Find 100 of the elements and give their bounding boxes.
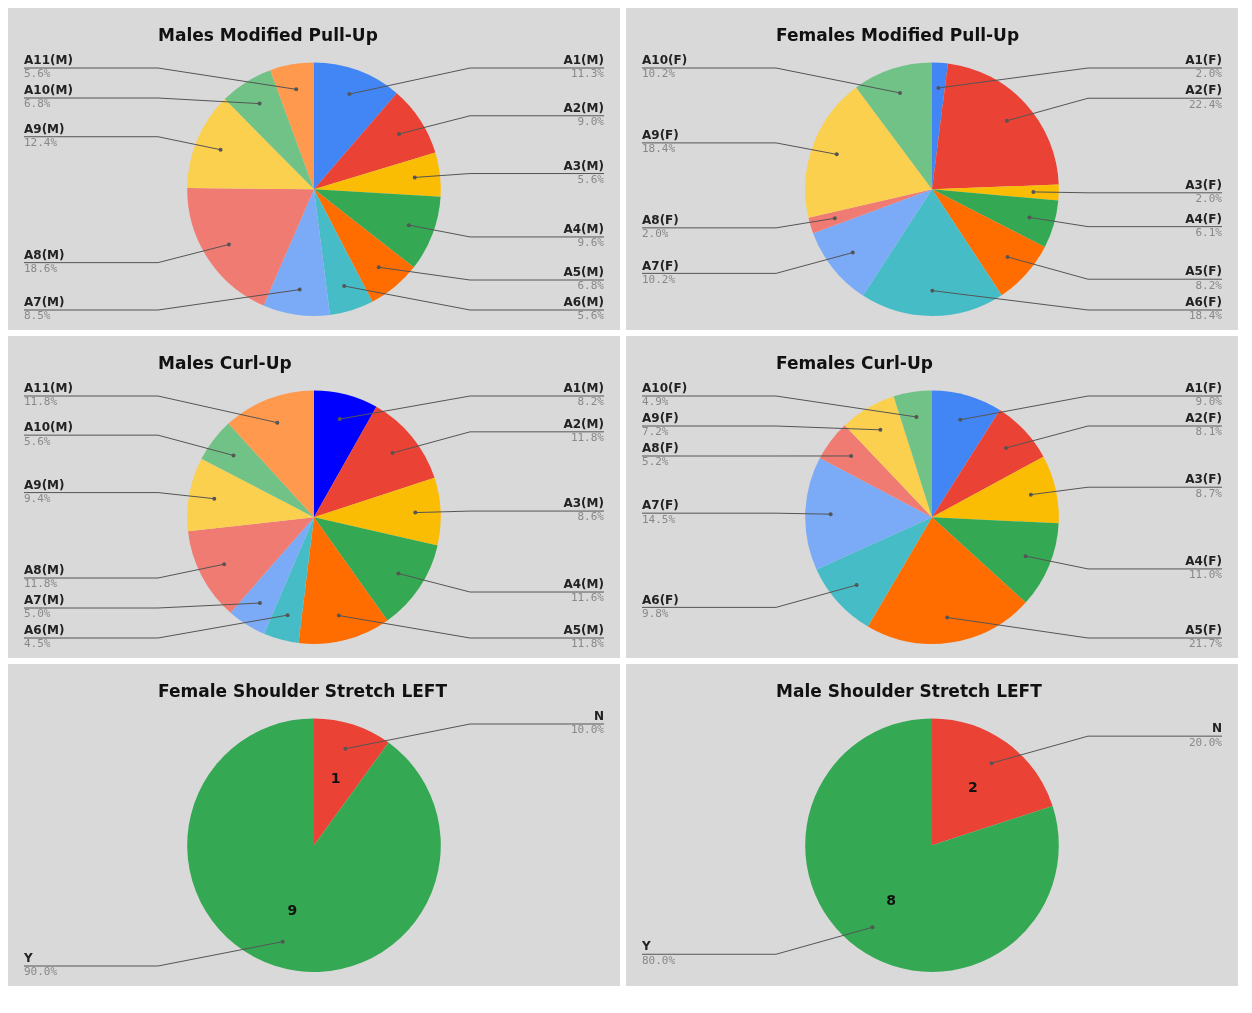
slice-label: A1(F) <box>1185 381 1222 396</box>
data-label: 5.6% <box>24 67 51 81</box>
data-label: 11.6% <box>570 591 605 605</box>
slice-label: A2(F) <box>1185 83 1222 98</box>
slice-label: A4(M) <box>563 222 604 237</box>
text: 9 <box>287 902 298 919</box>
data-label: 18.4% <box>642 142 676 156</box>
slice-label: A6(M) <box>563 295 604 310</box>
slice-label: A3(M) <box>563 158 604 173</box>
slice-label: A7(M) <box>24 593 65 608</box>
slice-label: A10(M) <box>24 420 73 435</box>
slice-label: A6(F) <box>1185 295 1222 310</box>
data-label: 7.2% <box>642 425 669 439</box>
data-label: 6.1% <box>1195 226 1223 239</box>
slice-label: A3(F) <box>1185 177 1222 192</box>
slice-label: A5(F) <box>1185 623 1222 638</box>
slice-label: A5(M) <box>563 623 604 638</box>
slice-label: A5(M) <box>563 265 604 280</box>
slice-label: A2(F) <box>1185 411 1222 426</box>
data-label: 11.8% <box>24 577 58 591</box>
data-label: 9.8% <box>642 606 669 620</box>
slice-label: A7(F) <box>642 498 679 513</box>
slice-label: A5(F) <box>1185 264 1222 279</box>
data-label: 2.0% <box>642 227 669 241</box>
slice-label: A7(M) <box>24 295 65 310</box>
slice-label: A1(F) <box>1185 53 1222 68</box>
slice-label: A4(F) <box>1185 554 1222 569</box>
slice-label: A4(M) <box>563 577 604 592</box>
data-label: 5.0% <box>24 607 51 621</box>
slice-label: A8(M) <box>24 563 65 578</box>
slice-label: A10(F) <box>642 53 688 68</box>
data-label: 9.4% <box>24 491 51 505</box>
text: 8 <box>886 892 896 909</box>
slice-label: A9(M) <box>24 477 65 492</box>
slice-label: A10(M) <box>24 83 73 98</box>
data-label: 2.0% <box>1195 67 1223 81</box>
text: 2 <box>968 779 978 796</box>
data-label: 5.2% <box>642 455 669 469</box>
chart-title: Female Shoulder Stretch LEFT <box>158 680 448 701</box>
data-label: 6.8% <box>577 279 605 293</box>
slice-label: A9(F) <box>642 411 679 426</box>
data-label: 8.6% <box>577 510 605 524</box>
slice-label: Y <box>23 951 33 966</box>
text: 1 <box>330 769 341 786</box>
slice-label: A3(M) <box>563 496 604 511</box>
slice-label: A1(M) <box>563 53 604 68</box>
data-label: 11.3% <box>570 67 605 81</box>
data-label: 9.0% <box>1195 395 1223 409</box>
data-label: 80.0% <box>642 953 676 967</box>
data-label: 6.8% <box>24 97 51 111</box>
data-label: 20.0% <box>1188 735 1223 749</box>
slice-label: A2(M) <box>563 100 604 115</box>
data-label: 5.6% <box>577 309 605 323</box>
slice-label: A4(F) <box>1185 211 1222 226</box>
data-label: 22.4% <box>1188 97 1223 111</box>
chart-title: Females Curl-Up <box>776 352 933 373</box>
data-label: 11.0% <box>1188 568 1223 582</box>
data-label: 11.8% <box>570 637 605 651</box>
slice-label: A6(F) <box>642 592 679 607</box>
slice-label: A8(F) <box>642 212 679 227</box>
data-label: 14.5% <box>642 512 676 526</box>
slice-label: A10(F) <box>642 381 688 396</box>
data-label: 11.8% <box>24 395 58 409</box>
data-label: 90.0% <box>24 965 58 979</box>
slice-label: A11(M) <box>24 53 73 68</box>
slice-label: A9(M) <box>24 121 65 136</box>
data-label: 8.5% <box>24 309 51 323</box>
slice-label: A11(M) <box>24 381 73 396</box>
slice-label: Y <box>641 939 651 954</box>
slice-label: A8(F) <box>642 441 679 456</box>
data-label: 2.0% <box>1195 192 1223 206</box>
data-label: 5.6% <box>577 172 605 186</box>
data-label: 18.6% <box>24 261 58 275</box>
data-label: 9.6% <box>577 236 605 250</box>
slice-label: A1(M) <box>563 381 604 396</box>
data-label: 4.5% <box>24 637 51 651</box>
data-label: 8.2% <box>1195 278 1223 292</box>
slice-label: N <box>1211 721 1222 736</box>
data-label: 8.1% <box>1195 425 1223 439</box>
slice-label: A9(F) <box>642 128 679 143</box>
chart-title: Males Curl-Up <box>158 352 292 373</box>
data-label: 10.0% <box>570 723 605 737</box>
data-label: 10.2% <box>642 67 676 81</box>
chart-title: Male Shoulder Stretch LEFT <box>776 680 1043 701</box>
slice-label: A6(M) <box>24 623 65 638</box>
slice-label: A2(M) <box>563 416 604 431</box>
data-label: 8.7% <box>1195 486 1223 500</box>
data-label: 21.7% <box>1188 637 1223 651</box>
data-label: 5.6% <box>24 434 51 448</box>
data-label: 10.2% <box>642 272 676 286</box>
data-label: 4.9% <box>642 395 669 409</box>
chart-title: Females Modified Pull-Up <box>776 24 1020 45</box>
data-label: 11.8% <box>570 431 605 445</box>
data-label: 9.0% <box>577 115 605 129</box>
slice-label: A7(F) <box>642 258 679 273</box>
slice-label: A8(M) <box>24 247 65 262</box>
slice-label: N <box>593 709 604 724</box>
data-label: 8.2% <box>577 395 605 409</box>
chart-title: Males Modified Pull-Up <box>158 24 378 45</box>
slice-label: A3(F) <box>1185 472 1222 487</box>
